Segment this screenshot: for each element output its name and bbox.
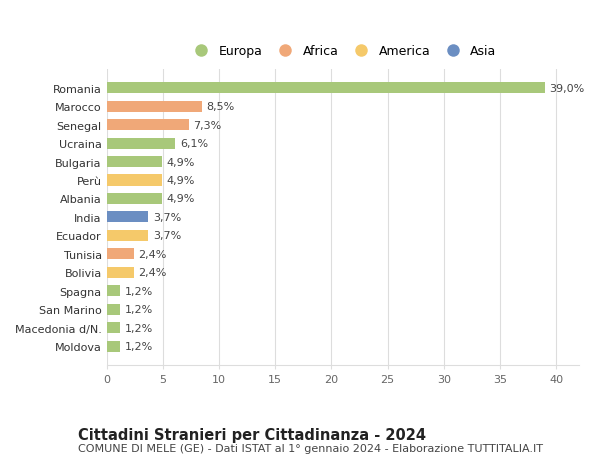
Bar — [107, 249, 134, 260]
Text: 4,9%: 4,9% — [166, 194, 194, 204]
Bar — [107, 341, 120, 352]
Bar — [107, 285, 120, 297]
Text: 8,5%: 8,5% — [207, 102, 235, 112]
Bar — [107, 267, 134, 278]
Bar — [107, 157, 162, 168]
Text: 1,2%: 1,2% — [125, 323, 153, 333]
Bar — [107, 120, 189, 131]
Text: 3,7%: 3,7% — [153, 213, 181, 223]
Text: 3,7%: 3,7% — [153, 231, 181, 241]
Bar — [107, 175, 162, 186]
Text: 4,9%: 4,9% — [166, 176, 194, 185]
Text: 2,4%: 2,4% — [138, 249, 167, 259]
Bar — [107, 230, 148, 241]
Text: 1,2%: 1,2% — [125, 286, 153, 296]
Text: COMUNE DI MELE (GE) - Dati ISTAT al 1° gennaio 2024 - Elaborazione TUTTITALIA.IT: COMUNE DI MELE (GE) - Dati ISTAT al 1° g… — [78, 443, 543, 453]
Bar — [107, 101, 202, 112]
Bar — [107, 212, 148, 223]
Bar — [107, 194, 162, 205]
Bar — [107, 83, 545, 94]
Text: 2,4%: 2,4% — [138, 268, 167, 278]
Text: 1,2%: 1,2% — [125, 341, 153, 352]
Legend: Europa, Africa, America, Asia: Europa, Africa, America, Asia — [184, 40, 502, 63]
Bar — [107, 138, 175, 149]
Text: 4,9%: 4,9% — [166, 157, 194, 167]
Bar — [107, 323, 120, 334]
Bar — [107, 304, 120, 315]
Text: 39,0%: 39,0% — [550, 84, 584, 94]
Text: Cittadini Stranieri per Cittadinanza - 2024: Cittadini Stranieri per Cittadinanza - 2… — [78, 427, 426, 442]
Text: 6,1%: 6,1% — [180, 139, 208, 149]
Text: 1,2%: 1,2% — [125, 305, 153, 314]
Text: 7,3%: 7,3% — [193, 120, 221, 130]
